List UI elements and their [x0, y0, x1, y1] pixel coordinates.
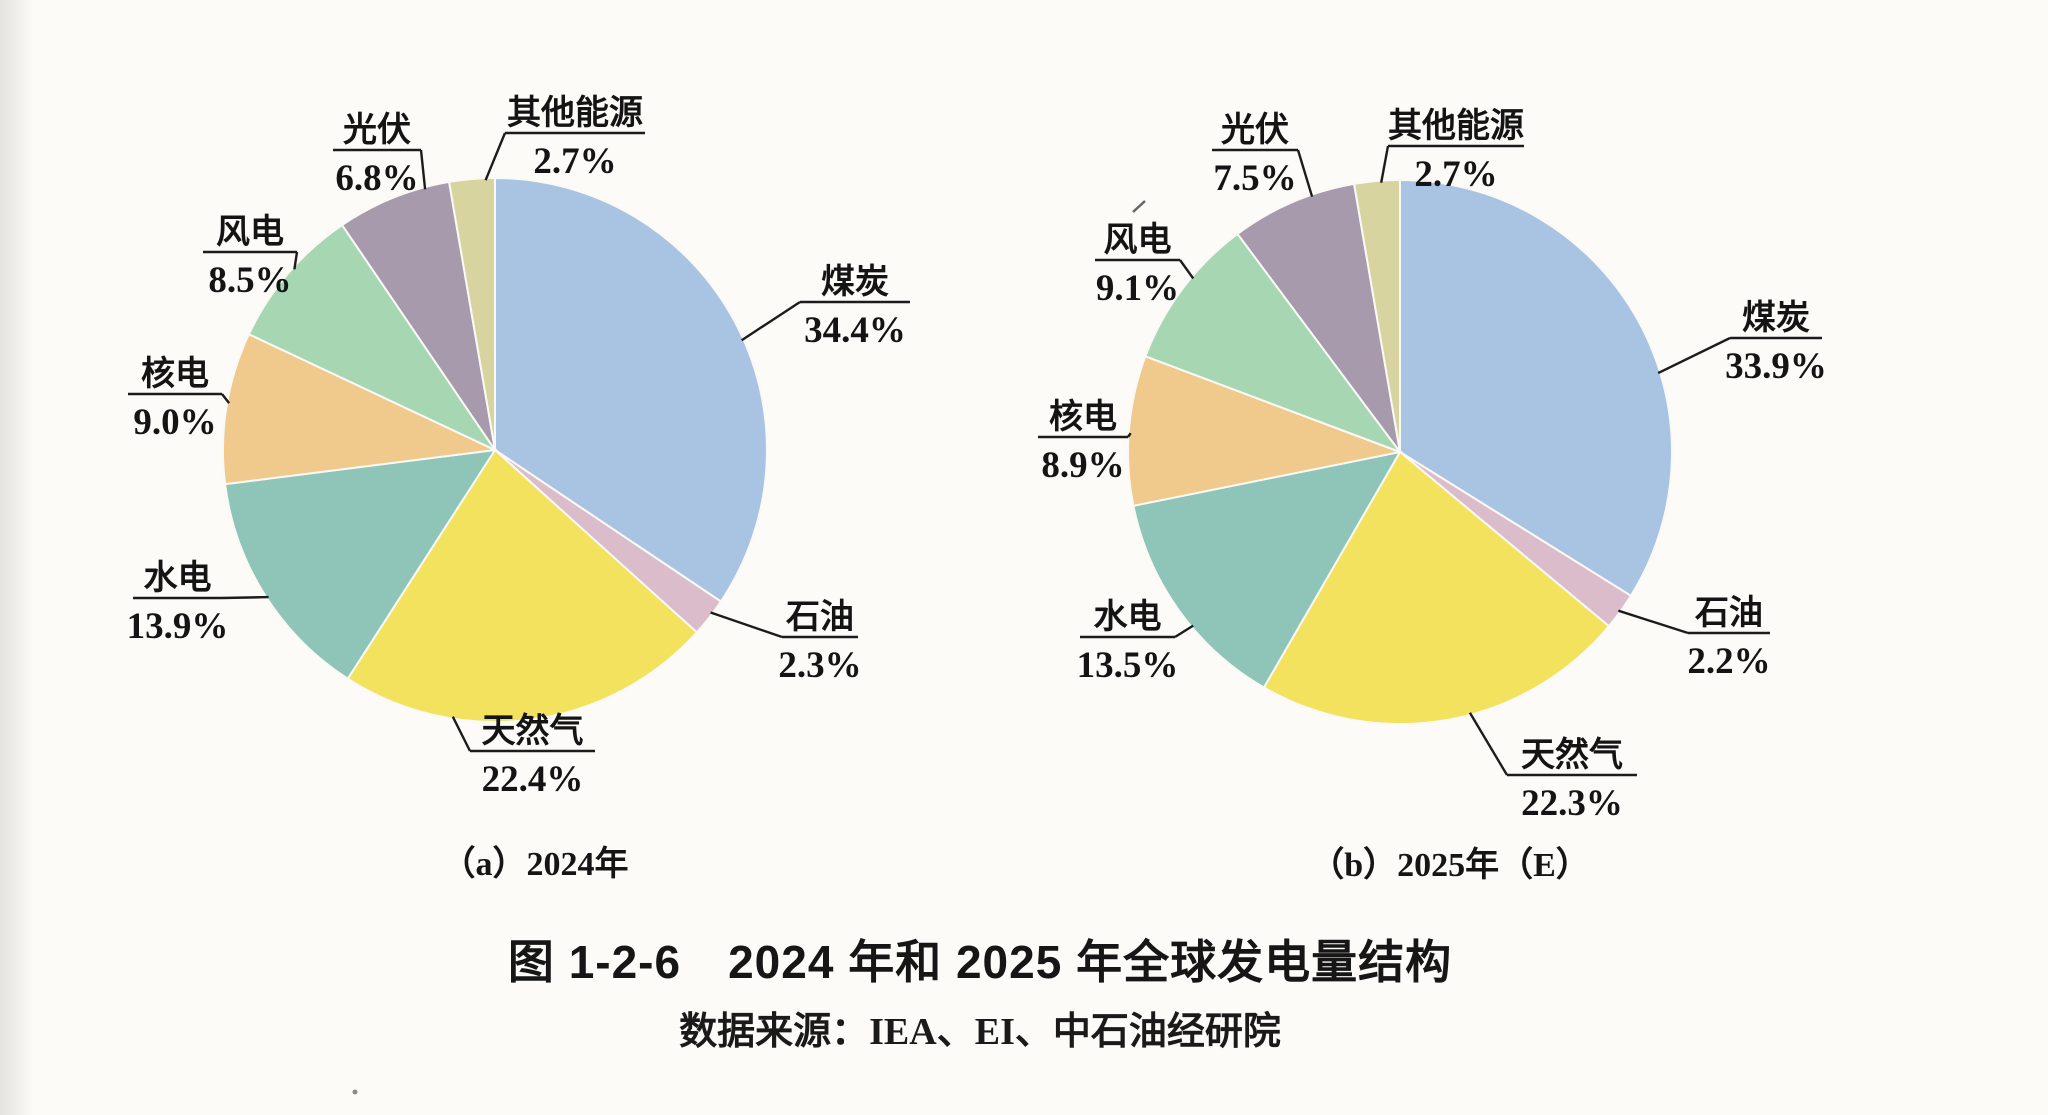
label-name-hydro: 水电 [144, 559, 212, 597]
label-leader-line [1657, 336, 1731, 375]
label-name-other: 其他能源 [1388, 107, 1524, 145]
label-value-oil: 2.2% [1687, 641, 1770, 682]
label-value-nuclear: 9.0% [133, 402, 216, 443]
label-leader-line [419, 149, 427, 190]
pie-2025-slice-other [1352, 178, 1401, 453]
label-name-nuclear: 核电 [141, 355, 209, 393]
label-leader-line [1468, 712, 1509, 776]
label-leader-line [741, 300, 801, 342]
label-2025-solar-pv: 光伏 7.5% [1212, 111, 1314, 199]
label-leader-line [451, 716, 472, 752]
figure-title: 图 1-2-6 2024 年和 2025 年全球发电量结构 [507, 936, 1453, 988]
label-value-wind: 8.5% [208, 260, 291, 301]
label-2025-natural-gas: 天然气 22.3% [1468, 712, 1637, 824]
scan-edge-strip [0, 0, 34, 1115]
label-leader-line [1618, 609, 1689, 635]
scan-artifact-dot [352, 1089, 358, 1095]
label-leader-line [221, 595, 269, 600]
label-name-wind: 风电 [216, 213, 284, 251]
label-value-wind: 9.1% [1096, 268, 1179, 309]
pie-2024-slice-hydro [223, 448, 498, 681]
label-2024-other: 其他能源 2.7% [484, 94, 645, 182]
label-leader-line [1296, 149, 1314, 198]
label-value-coal: 34.4% [804, 310, 906, 351]
label-name-coal: 煤炭 [1742, 299, 1810, 337]
label-name-oil: 石油 [785, 598, 854, 636]
label-value-solar-pv: 7.5% [1213, 158, 1296, 199]
pie-2025-slice-natural-gas [1262, 450, 1611, 725]
label-2024-natural-gas: 天然气 22.4% [451, 711, 595, 800]
label-value-hydro: 13.5% [1077, 645, 1179, 686]
pie-2024-slice-other [447, 176, 496, 451]
pie-2024-slice-coal [494, 176, 768, 603]
pie-2024-slice-wind [247, 223, 498, 453]
label-name-other: 其他能源 [507, 94, 643, 132]
pie-2024-slice-nuclear [222, 332, 499, 486]
label-value-solar-pv: 6.8% [335, 158, 418, 199]
label-2024-hydro: 水电 13.9% [127, 559, 269, 647]
label-value-natural-gas: 22.3% [1521, 783, 1623, 824]
pie-2025-slice-solar-pv [1236, 182, 1401, 453]
label-value-coal: 33.9% [1725, 346, 1827, 387]
pie-2025-slice-hydro [1132, 450, 1402, 689]
pie-2025-slice-coal [1399, 178, 1673, 598]
label-name-natural-gas: 天然气 [1521, 735, 1623, 774]
label-name-hydro: 水电 [1094, 598, 1162, 636]
label-name-wind: 风电 [1104, 221, 1172, 259]
pie-2025-slice-wind [1144, 232, 1403, 455]
label-2024-wind: 风电 8.5% [203, 213, 299, 301]
label-2025-oil: 石油 2.2% [1618, 594, 1771, 682]
label-2024-nuclear: 核电 9.0% [128, 355, 231, 443]
label-name-nuclear: 核电 [1049, 398, 1117, 436]
label-value-other: 2.7% [1414, 154, 1497, 195]
label-name-coal: 煤炭 [821, 263, 889, 301]
label-2024-oil: 石油 2.3% [710, 598, 862, 686]
label-2025-other: 其他能源 2.7% [1380, 107, 1524, 195]
label-leader-line [710, 611, 783, 639]
label-value-oil: 2.3% [778, 645, 861, 686]
pie-chart-2024: 煤炭 34.4% 石油 2.3% 天然气 22.4% 水电 13.9% 核电 9.0% 风电 8.5%… [127, 94, 910, 800]
label-leader-line [1174, 624, 1194, 639]
pie-2024-slice-natural-gas [346, 448, 699, 723]
label-name-natural-gas: 天然气 [482, 711, 584, 750]
label-2025-hydro: 水电 13.5% [1077, 598, 1194, 686]
caption-2025: （b）2025年（E） [1310, 847, 1590, 884]
label-name-solar-pv: 光伏 [1221, 111, 1289, 149]
label-name-oil: 石油 [1694, 594, 1763, 632]
label-2025-coal: 煤炭 33.9% [1657, 299, 1827, 387]
label-name-solar-pv: 光伏 [343, 111, 411, 149]
label-value-hydro: 13.9% [127, 606, 229, 647]
figure-source: 数据来源：IEA、EI、中石油经研院 [679, 1011, 1281, 1053]
pie-chart-2025: 煤炭 33.9% 石油 2.2% 天然气 22.3% 水电 13.5% 核电 8.9% 风电 9.1%… [1038, 107, 1827, 824]
label-leader-line [221, 393, 231, 404]
label-value-nuclear: 8.9% [1041, 445, 1124, 486]
label-leader-line [1380, 145, 1390, 183]
label-2025-nuclear: 核电 8.9% [1038, 398, 1132, 486]
scan-artifact-mark [1132, 200, 1146, 213]
pie-2025-slice-nuclear [1127, 355, 1404, 507]
pie-2024-slice-solar-pv [340, 180, 496, 451]
label-2025-wind: 风电 9.1% [1095, 221, 1195, 309]
label-value-other: 2.7% [533, 141, 616, 182]
label-leader-line [293, 251, 299, 270]
label-2024-coal: 煤炭 34.4% [741, 263, 910, 351]
label-leader-line [1127, 432, 1132, 438]
label-value-natural-gas: 22.4% [482, 759, 584, 800]
label-leader-line [484, 132, 507, 181]
caption-2024: （a）2024年 [441, 846, 629, 883]
label-2024-solar-pv: 光伏 6.8% [333, 111, 427, 199]
label-leader-line [1179, 259, 1195, 280]
